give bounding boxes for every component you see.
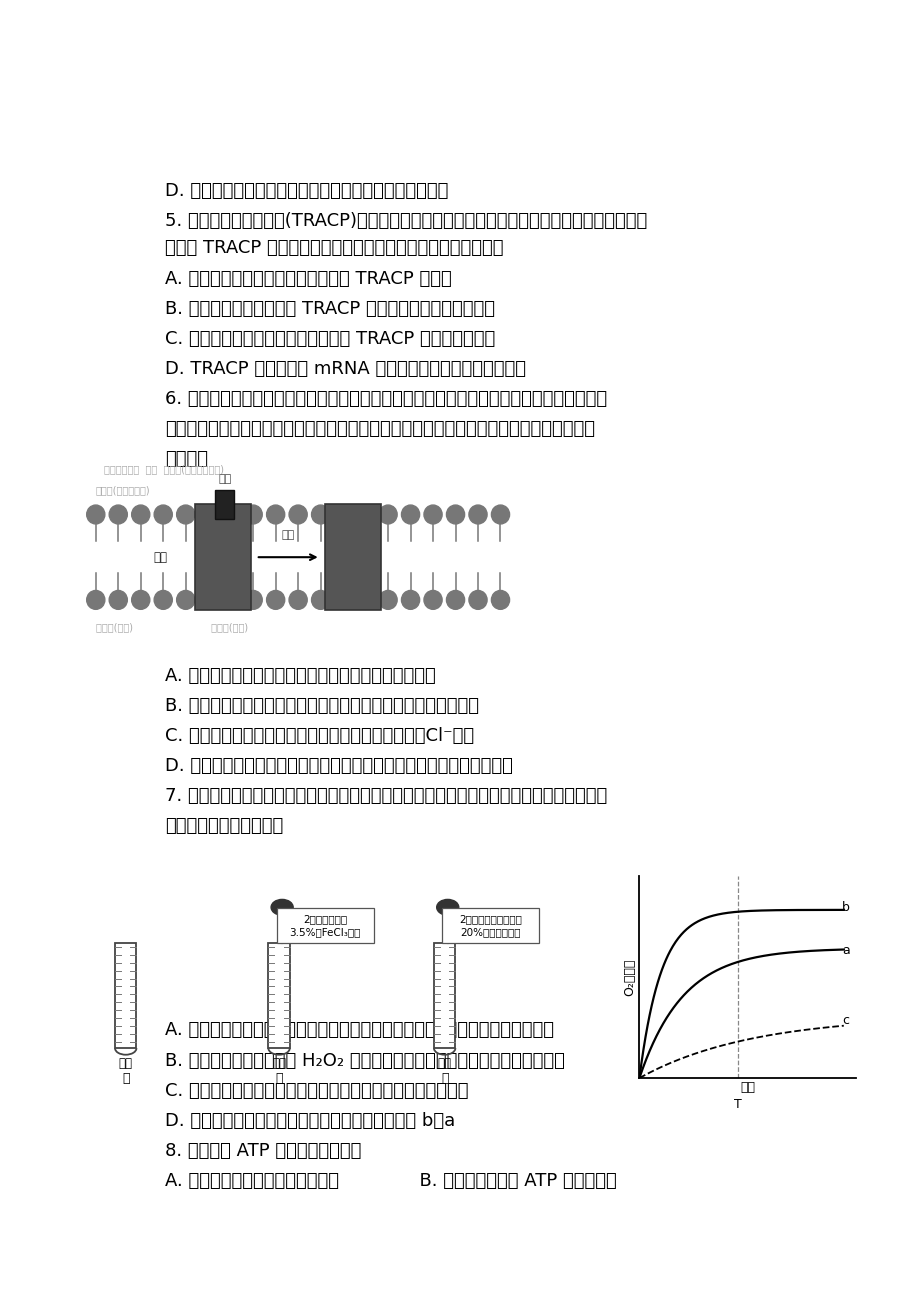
Circle shape [244, 591, 262, 609]
Text: 7. 某研究小组以过氧化氢为材料进行了图甲、乙、丙所示的三组实验，丁图为所获得的实验: 7. 某研究小组以过氧化氢为材料进行了图甲、乙、丙所示的三组实验，丁图为所获得的… [165, 786, 607, 805]
Circle shape [437, 900, 459, 915]
Text: 浓度高的一侧  配体  浓度低(过膜后浓度低): 浓度高的一侧 配体 浓度低(过膜后浓度低) [105, 465, 224, 474]
Text: 受体: 受体 [153, 551, 167, 564]
Circle shape [491, 591, 509, 609]
Text: T: T [733, 1099, 741, 1111]
Text: b: b [841, 901, 849, 914]
Text: 3.5%的FeCl₃溶液: 3.5%的FeCl₃溶液 [289, 927, 360, 937]
Text: 常温: 常温 [437, 1057, 451, 1070]
Circle shape [357, 505, 374, 523]
Text: 浓度高(胞外浓度高): 浓度高(胞外浓度高) [96, 484, 150, 495]
Circle shape [424, 505, 442, 523]
Text: 甲: 甲 [122, 1073, 130, 1086]
FancyBboxPatch shape [442, 909, 539, 943]
Circle shape [334, 591, 352, 609]
Circle shape [199, 505, 217, 523]
Text: 20%的肝脏研磨液: 20%的肝脏研磨液 [460, 927, 520, 937]
Text: A. 可用双缩脲试剂来检测破骨细胞中 TRACP 的含量: A. 可用双缩脲试剂来检测破骨细胞中 TRACP 的含量 [165, 270, 451, 288]
Text: 血清中 TRACP 浓度，有助于了解骨代谢状况。下列叙述正确的是: 血清中 TRACP 浓度，有助于了解骨代谢状况。下列叙述正确的是 [165, 240, 503, 258]
Text: 常温: 常温 [272, 1057, 286, 1070]
Text: B. 若要研究不同催化剂对 H₂O₂ 分解速率的影响，则乙组与丙组实验互为对照: B. 若要研究不同催化剂对 H₂O₂ 分解速率的影响，则乙组与丙组实验互为对照 [165, 1052, 564, 1069]
Text: D. TRACP 基因及相关 mRNA 只存在于巨噬细胞和破骨细胞中: D. TRACP 基因及相关 mRNA 只存在于巨噬细胞和破骨细胞中 [165, 359, 526, 378]
Circle shape [446, 591, 464, 609]
Circle shape [86, 505, 105, 523]
Circle shape [154, 505, 172, 523]
Bar [324, 504, 380, 611]
Y-axis label: O₂产生量: O₂产生量 [623, 958, 636, 996]
Circle shape [109, 505, 127, 523]
Bar [434, 943, 455, 1048]
Text: A. 腺苷是由腺呀咟和核糖结合而成              B. 光能可以转化为 ATP 中的化学能: A. 腺苷是由腺呀咟和核糖结合而成 B. 光能可以转化为 ATP 中的化学能 [165, 1172, 616, 1190]
Circle shape [199, 591, 217, 609]
Circle shape [379, 505, 397, 523]
Circle shape [312, 591, 329, 609]
Circle shape [289, 591, 307, 609]
Text: 配体: 配体 [219, 474, 232, 483]
Text: 2滴质量分数为: 2滴质量分数为 [302, 914, 346, 924]
Circle shape [131, 591, 150, 609]
Text: A. 离子通道型受体介导离子跨膜运输的方式为协助扩散: A. 离子通道型受体介导离子跨膜运输的方式为协助扩散 [165, 667, 436, 685]
Circle shape [267, 591, 284, 609]
Text: D. 乙组、丙组实验对应的结果依次为丁图中的曲线 b、a: D. 乙组、丙组实验对应的结果依次为丁图中的曲线 b、a [165, 1112, 455, 1130]
Circle shape [221, 591, 240, 609]
Circle shape [401, 505, 419, 523]
Bar [214, 490, 234, 519]
Text: 生构型变化，使「门」打开，介导离子顺浓度梯度通过细胞膜，其过程如图所示。下列叙述: 生构型变化，使「门」打开，介导离子顺浓度梯度通过细胞膜，其过程如图所示。下列叙述 [165, 421, 595, 437]
Circle shape [469, 505, 486, 523]
Text: 常温: 常温 [119, 1057, 132, 1070]
Text: c: c [841, 1014, 848, 1027]
Text: 乙: 乙 [275, 1073, 282, 1086]
Bar [195, 504, 251, 611]
Circle shape [401, 591, 419, 609]
Text: 6. 离子通道型受体与细胞内或外的特定配体结合后发生反应，引起门通道蛋白的一种成分发: 6. 离子通道型受体与细胞内或外的特定配体结合后发生反应，引起门通道蛋白的一种成… [165, 389, 607, 408]
Text: B. 细胞内氧气供应不足会直接影响离子通过离子通道运输的速率: B. 细胞内氧气供应不足会直接影响离子通过离子通道运输的速率 [165, 697, 479, 715]
Circle shape [109, 591, 127, 609]
Circle shape [131, 505, 150, 523]
Circle shape [312, 505, 329, 523]
Text: a: a [841, 944, 848, 957]
Circle shape [469, 591, 486, 609]
Circle shape [221, 505, 240, 523]
Text: 5. 抗酒石酸酸性磷酸酶(TRACP)是一种含铁蛋白，在破骨细胞和活化的巨噬细胞中表达。测定: 5. 抗酒石酸酸性磷酸酶(TRACP)是一种含铁蛋白，在破骨细胞和活化的巨噬细胞… [165, 212, 646, 230]
X-axis label: 时间: 时间 [739, 1081, 754, 1094]
Circle shape [176, 505, 195, 523]
Text: C. 细胞中内质网、高尔基体的参与使 TRACP 具有特定的功能: C. 细胞中内质网、高尔基体的参与使 TRACP 具有特定的功能 [165, 329, 494, 348]
Text: 丙: 丙 [440, 1073, 448, 1086]
Circle shape [334, 505, 352, 523]
Circle shape [154, 591, 172, 609]
Circle shape [267, 505, 284, 523]
Circle shape [244, 505, 262, 523]
Text: 错误的是: 错误的是 [165, 450, 208, 467]
Circle shape [86, 591, 105, 609]
Circle shape [357, 591, 374, 609]
Circle shape [446, 505, 464, 523]
Bar [268, 943, 289, 1048]
Text: A. 本实验的自变量是催化剂的有无和催化剂的种类，过氧化氢的浓度为无关变量: A. 本实验的自变量是催化剂的有无和催化剂的种类，过氧化氢的浓度为无关变量 [165, 1022, 553, 1039]
Text: C. 若利用乙组与丙组实验研究酶具有高效性，则乙组为实验组: C. 若利用乙组与丙组实验研究酶具有高效性，则乙组为实验组 [165, 1082, 468, 1100]
Circle shape [379, 591, 397, 609]
Text: C. 抑制性神经递质可作为一种配体开启突触后膜上的Cl⁻通道: C. 抑制性神经递质可作为一种配体开启突触后膜上的Cl⁻通道 [165, 727, 473, 745]
Text: D. 「门」打开后，离子通过通道的速率主要取决于膜两侧离子的浓度差: D. 「门」打开后，离子通过通道的速率主要取决于膜两侧离子的浓度差 [165, 756, 512, 775]
Text: 2滴新鲜的质量分数为: 2滴新鲜的质量分数为 [459, 914, 522, 924]
Text: 离子: 离子 [281, 530, 294, 540]
FancyBboxPatch shape [277, 909, 373, 943]
Text: B. 重金属盐作用可直接使 TRACP 的氨基酸排列顺序发生改变: B. 重金属盐作用可直接使 TRACP 的氨基酸排列顺序发生改变 [165, 299, 494, 318]
Text: 结果。下列分析错误的是: 结果。下列分析错误的是 [165, 816, 283, 835]
Circle shape [176, 591, 195, 609]
Text: 8. 下列关于 ATP 的叙述，错误的是: 8. 下列关于 ATP 的叙述，错误的是 [165, 1142, 361, 1160]
Bar [115, 943, 136, 1048]
Circle shape [491, 505, 509, 523]
Text: D. 设置两个实验组进行对比实验可探究酵母菌的呼吸方式: D. 设置两个实验组进行对比实验可探究酵母菌的呼吸方式 [165, 182, 448, 201]
Circle shape [289, 505, 307, 523]
Circle shape [424, 591, 442, 609]
Text: 浓度低(胞内)                         浓度低(胞内): 浓度低(胞内) 浓度低(胞内) [96, 622, 247, 631]
Circle shape [271, 900, 293, 915]
